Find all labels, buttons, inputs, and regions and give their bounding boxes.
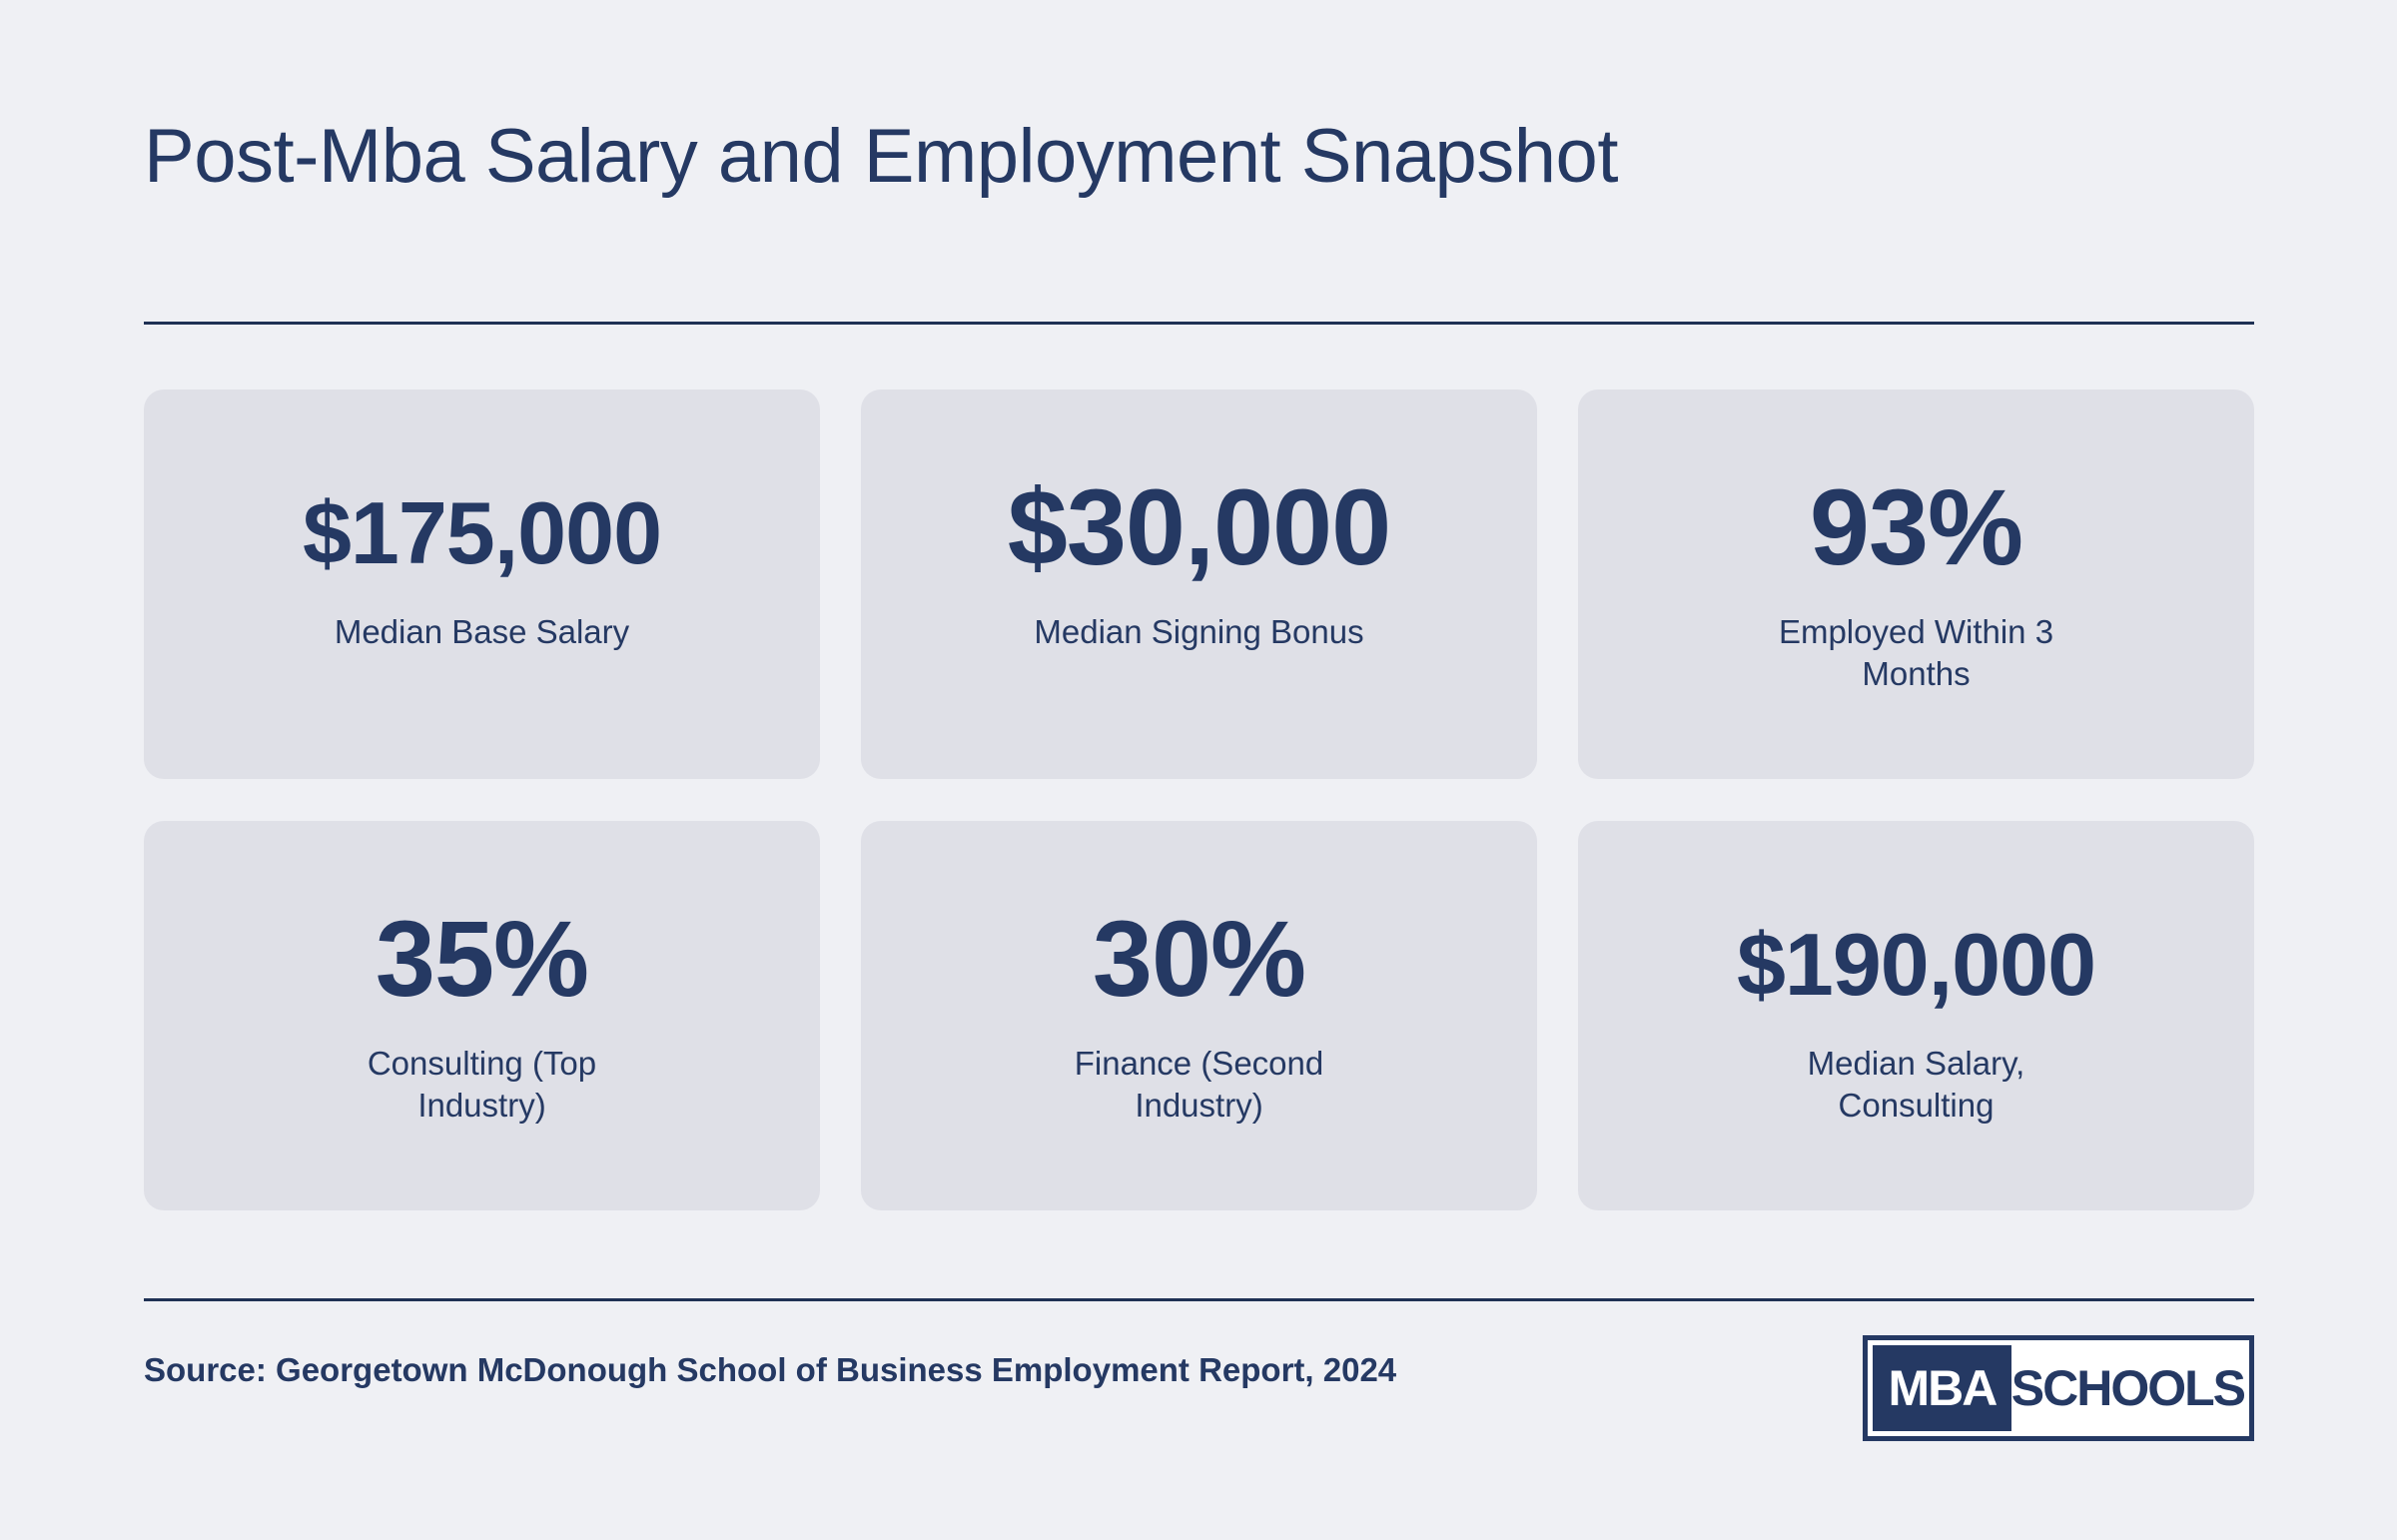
stat-label: Consulting (Top Industry) (367, 1045, 597, 1124)
source-citation: Source: Georgetown McDonough School of B… (144, 1351, 1397, 1388)
stat-label: Median Base Salary (334, 613, 630, 650)
stat-value: 93% (1809, 466, 2023, 587)
stat-card-employed-within-3-months: 93% Employed Within 3 Months (1578, 389, 2254, 779)
stat-card-median-base-salary: $175,000 Median Base Salary (144, 389, 820, 779)
mba-schools-logo: MBA SCHOOLS (1863, 1335, 2254, 1441)
stat-card-median-salary-consulting: $190,000 Median Salary, Consulting (1578, 821, 2254, 1210)
stat-value: $190,000 (1736, 915, 2096, 1014)
stat-value: 35% (375, 898, 589, 1019)
stat-value: 30% (1092, 898, 1306, 1019)
stat-value: $30,000 (1007, 466, 1391, 587)
logo-schools-text: SCHOOLS (2010, 1360, 2246, 1416)
stat-card-median-signing-bonus: $30,000 Median Signing Bonus (861, 389, 1537, 779)
logo-mba-text: MBA (1873, 1345, 2011, 1431)
stat-card-finance-second-industry: 30% Finance (Second Industry) (861, 821, 1537, 1210)
stat-card-consulting-top-industry: 35% Consulting (Top Industry) (144, 821, 820, 1210)
stat-label: Finance (Second Industry) (1074, 1045, 1324, 1124)
stat-value: $175,000 (302, 483, 662, 582)
stats-grid: $175,000 Median Base Salary $30,000 Medi… (144, 389, 2254, 1210)
top-divider (144, 322, 2254, 325)
page-title: Post-Mba Salary and Employment Snapshot (144, 114, 1618, 199)
bottom-divider (144, 1298, 2254, 1301)
stat-label: Employed Within 3 Months (1778, 613, 2054, 692)
stat-label: Median Signing Bonus (1034, 613, 1364, 650)
stat-label: Median Salary, Consulting (1807, 1045, 2025, 1124)
